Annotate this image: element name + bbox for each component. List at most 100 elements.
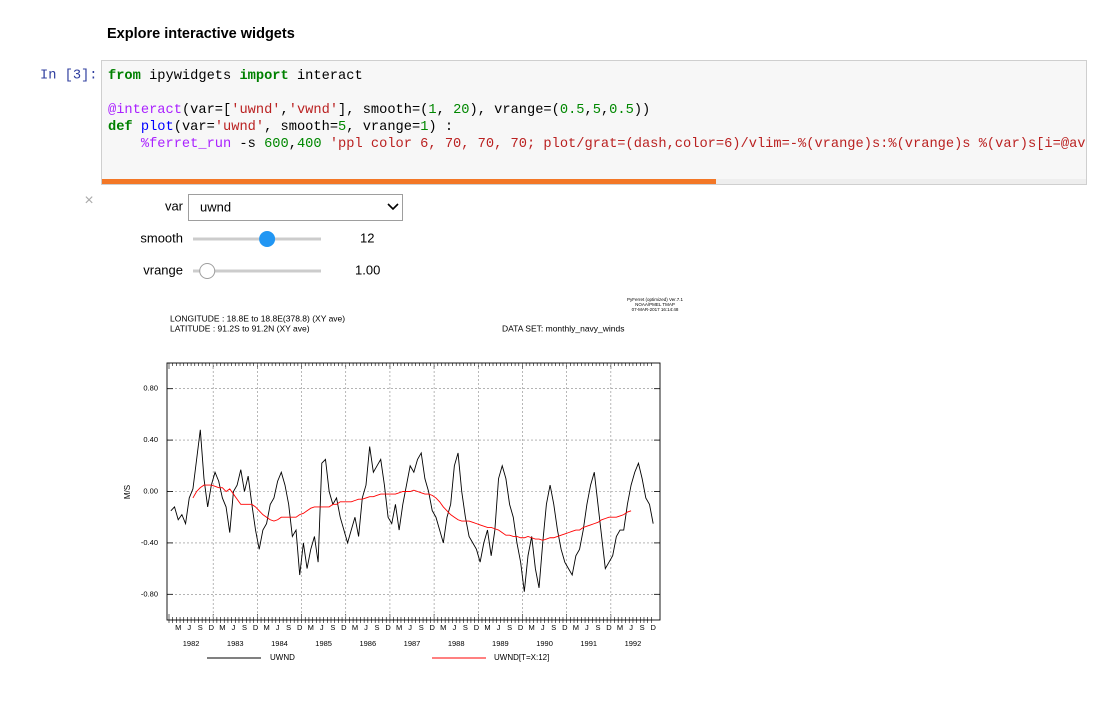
progress-bar	[102, 179, 716, 184]
month-label: D	[562, 623, 568, 632]
code-token: ,	[601, 103, 609, 118]
month-label: D	[385, 623, 391, 632]
input-prompt: In [3]:	[40, 69, 98, 84]
data-line	[192, 484, 632, 541]
x-tick-label: 1988	[448, 639, 465, 648]
markdown-heading: Explore interactive widgets	[107, 26, 295, 42]
month-label: M	[219, 623, 225, 632]
dropdown-arrow	[387, 203, 399, 211]
x-tick-label: 1986	[359, 639, 376, 648]
month-label: S	[286, 623, 291, 632]
month-label: J	[629, 623, 633, 632]
code-token: ))	[634, 103, 650, 118]
code-token: 'vwnd'	[289, 103, 338, 118]
x-tick-label: 1991	[580, 639, 597, 648]
month-label: M	[617, 623, 623, 632]
code-token: ipywidgets	[141, 69, 240, 84]
code-token	[322, 137, 330, 152]
month-label: S	[375, 623, 380, 632]
legend-label: UWND	[270, 653, 295, 662]
month-label: J	[232, 623, 236, 632]
annotation: DATA SET: monthly_navy_winds	[502, 323, 625, 333]
month-label: M	[440, 623, 446, 632]
month-label: M	[175, 623, 181, 632]
legend-label: UWND[T=X:12]	[494, 653, 549, 662]
dropdown-value: uwnd	[200, 199, 231, 214]
code-line: @interact(var=['uwnd','vwnd'], smooth=(1…	[108, 103, 650, 118]
month-label: J	[276, 623, 280, 632]
month-label: S	[463, 623, 468, 632]
chart: LONGITUDE : 18.8E to 18.8E(378.8) (XY av…	[123, 297, 683, 662]
plot-frame	[166, 362, 661, 621]
slider-track[interactable]	[193, 269, 321, 273]
code-token: ,	[289, 137, 297, 152]
widget-label: vrange	[143, 262, 183, 277]
annotation: LATITUDE : 91.2S to 91.2N (XY ave)	[170, 323, 310, 333]
x-tick-label: 1992	[625, 639, 642, 648]
dropdown[interactable]	[188, 194, 403, 221]
month-label: J	[541, 623, 545, 632]
code-line: from ipywidgets import interact	[108, 69, 363, 84]
slider-track[interactable]	[193, 237, 321, 241]
month-label: J	[320, 623, 324, 632]
slider-handle[interactable]	[259, 231, 276, 247]
code-token: ,	[437, 103, 453, 118]
code-token: ) :	[428, 120, 453, 135]
code-token	[133, 120, 141, 135]
code-token: 5	[593, 103, 601, 118]
code-token: , vrange=	[346, 120, 420, 135]
x-tick-label: 1982	[183, 639, 200, 648]
code-token: 0.5	[560, 103, 585, 118]
month-label: M	[396, 623, 402, 632]
month-label: S	[507, 623, 512, 632]
y-tick-label: -0.80	[141, 589, 158, 598]
code-token: 400	[297, 137, 322, 152]
code-token: (var=[	[182, 103, 231, 118]
month-label: D	[606, 623, 612, 632]
month-label: J	[364, 623, 368, 632]
month-label: S	[640, 623, 645, 632]
month-label: D	[253, 623, 259, 632]
month-label: S	[198, 623, 203, 632]
x-tick-label: 1987	[404, 639, 421, 648]
y-tick-label: 0.80	[143, 384, 158, 393]
code-line: def plot(var='uwnd', smooth=5, vrange=1)…	[108, 120, 453, 135]
slider-value: 1.00	[355, 262, 380, 277]
month-label: D	[209, 623, 215, 632]
code-token: from	[108, 69, 141, 84]
code-lines: from ipywidgets import interact @interact…	[108, 69, 1085, 152]
code-token: 'uwnd'	[231, 103, 280, 118]
code-token: 0.5	[609, 103, 634, 118]
month-label: D	[341, 623, 347, 632]
month-label: D	[474, 623, 480, 632]
code-token: -s	[231, 137, 264, 152]
close-button[interactable]: ×	[84, 192, 93, 209]
slider-handle[interactable]	[199, 263, 216, 279]
month-label: J	[497, 623, 501, 632]
y-tick-label: 0.40	[143, 435, 158, 444]
code-token: ], smooth=(	[338, 103, 428, 118]
x-tick-label: 1990	[536, 639, 553, 648]
code-token: 1	[420, 120, 428, 135]
annotation: LONGITUDE : 18.8E to 18.8E(378.8) (XY av…	[170, 313, 345, 323]
x-tick-label: 1983	[227, 639, 244, 648]
code-token: import	[239, 69, 288, 84]
code-token: 'uwnd'	[215, 120, 264, 135]
code-token: (var=	[174, 120, 215, 135]
code-token: ), vrange=(	[470, 103, 560, 118]
month-label: M	[352, 623, 358, 632]
month-label: M	[308, 623, 314, 632]
month-label: D	[518, 623, 524, 632]
code-token: def	[108, 120, 133, 135]
month-label: M	[484, 623, 490, 632]
month-label: M	[529, 623, 535, 632]
plot-image	[120, 292, 690, 670]
x-tick-label: 1989	[492, 639, 509, 648]
widget-label: var	[165, 198, 184, 213]
month-label: D	[430, 623, 436, 632]
code-token: plot	[141, 120, 174, 135]
code-cell[interactable]	[101, 60, 1087, 185]
code-token: 1	[428, 103, 436, 118]
code-token: 5	[338, 120, 346, 135]
